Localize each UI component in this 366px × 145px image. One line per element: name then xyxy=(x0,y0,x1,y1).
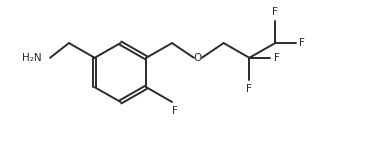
Text: F: F xyxy=(274,53,280,63)
Text: H₂N: H₂N xyxy=(22,53,41,63)
Text: O: O xyxy=(194,53,202,63)
Text: F: F xyxy=(299,38,305,48)
Text: F: F xyxy=(246,84,252,94)
Text: F: F xyxy=(172,106,178,116)
Text: F: F xyxy=(272,7,278,17)
